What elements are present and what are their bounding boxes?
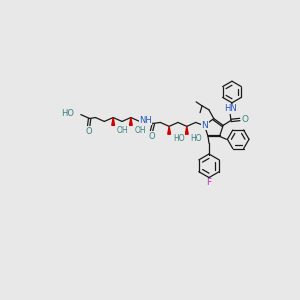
Text: HO: HO [173, 134, 185, 142]
Polygon shape [185, 126, 188, 134]
Text: O: O [85, 127, 92, 136]
Text: N: N [202, 121, 208, 130]
Text: O: O [148, 132, 155, 141]
Polygon shape [168, 126, 170, 134]
Text: F: F [206, 178, 211, 187]
Text: OH: OH [135, 126, 146, 135]
Polygon shape [130, 118, 132, 125]
Text: HO: HO [191, 134, 202, 142]
Text: OH: OH [117, 126, 129, 135]
Text: O: O [241, 115, 248, 124]
Polygon shape [112, 118, 115, 125]
Text: NH: NH [139, 116, 152, 125]
Text: HO: HO [61, 109, 74, 118]
Text: HN: HN [225, 104, 237, 113]
